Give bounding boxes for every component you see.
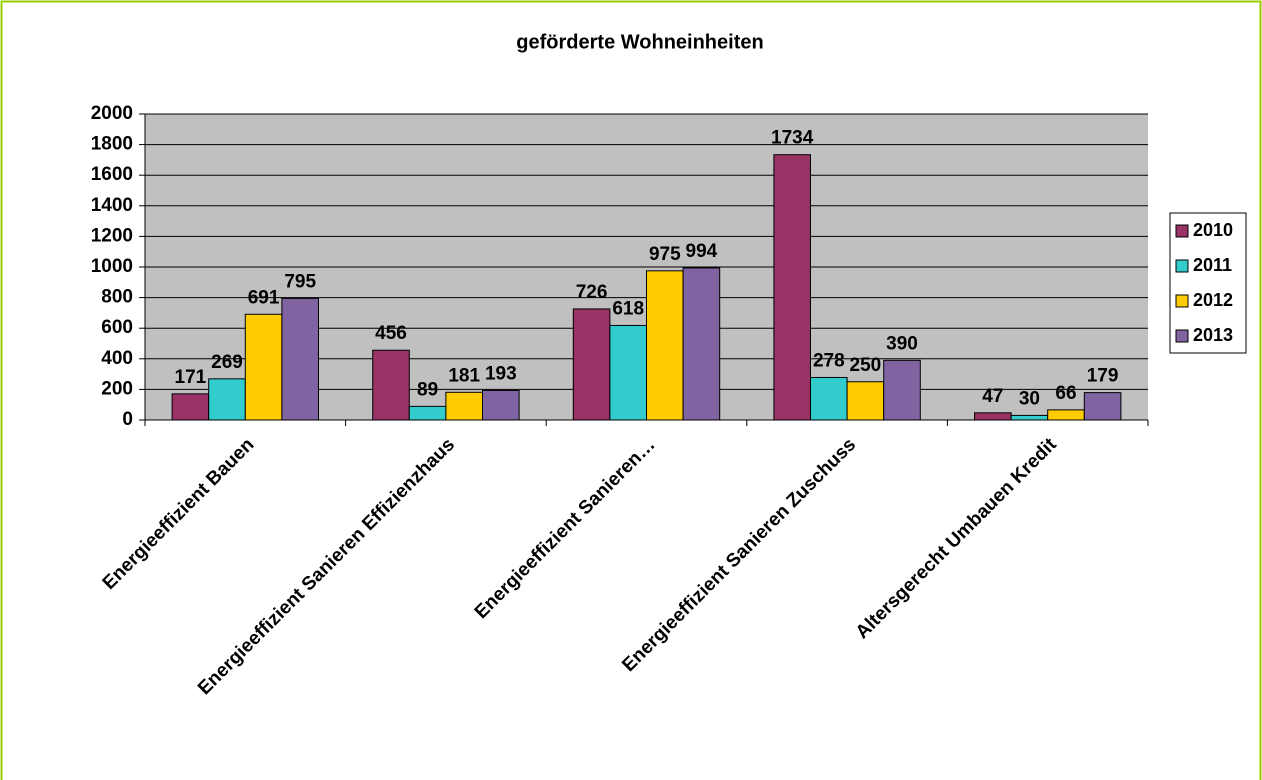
data-label: 193 (485, 363, 517, 384)
bar (372, 349, 410, 421)
data-label: 66 (1055, 383, 1076, 404)
y-tick-label: 1600 (91, 164, 133, 185)
data-label: 456 (375, 323, 407, 344)
bar (810, 376, 848, 421)
data-label: 47 (982, 386, 1003, 407)
bar (646, 270, 684, 421)
bar (281, 297, 319, 421)
legend-swatch (1175, 329, 1189, 343)
data-label: 269 (211, 352, 243, 373)
chart-title: geförderte Wohneinheiten (516, 31, 763, 53)
y-tick-label: 1800 (91, 134, 133, 155)
y-tick-label: 1400 (91, 195, 133, 216)
bar (445, 391, 483, 421)
bar (974, 412, 1012, 421)
data-label: 390 (886, 333, 918, 354)
bar (572, 308, 611, 421)
bar (1010, 414, 1049, 421)
data-label: 30 (1019, 388, 1040, 409)
y-tick-label: 200 (101, 378, 133, 399)
bar (482, 389, 520, 421)
bar (846, 381, 885, 421)
data-label: 278 (813, 350, 845, 371)
bar (883, 359, 921, 421)
y-tick-label: 1000 (91, 256, 133, 277)
legend-swatch (1175, 294, 1189, 308)
data-label: 795 (284, 271, 316, 292)
y-tick-label: 1200 (91, 225, 133, 246)
bar (171, 393, 210, 421)
bar (1047, 409, 1085, 421)
legend-swatch (1175, 259, 1189, 273)
data-label: 89 (417, 379, 438, 400)
y-tick-label: 400 (101, 348, 133, 369)
y-tick-label: 0 (122, 409, 133, 430)
data-label: 994 (686, 241, 718, 262)
data-label: 691 (248, 287, 280, 308)
bar (408, 405, 447, 421)
data-label: 975 (649, 244, 681, 265)
y-tick-label: 800 (101, 287, 133, 308)
y-tick-label: 600 (101, 317, 133, 338)
data-label: 179 (1087, 366, 1119, 387)
bar (1083, 392, 1122, 421)
data-label: 726 (576, 282, 608, 303)
data-label: 618 (612, 298, 644, 319)
legend-swatch (1175, 224, 1189, 238)
bar (773, 154, 812, 421)
data-label: 1734 (771, 128, 814, 149)
data-label: 171 (175, 367, 207, 388)
data-label: 181 (448, 365, 480, 386)
bar (609, 324, 648, 421)
bar (244, 313, 283, 421)
legend-label: 2013 (1193, 325, 1233, 345)
data-label: 250 (850, 355, 882, 376)
legend-label: 2011 (1193, 255, 1232, 275)
legend-label: 2010 (1193, 220, 1233, 240)
legend-label: 2012 (1193, 290, 1233, 310)
bar (682, 267, 721, 421)
y-tick-label: 2000 (91, 103, 133, 124)
bar (208, 378, 246, 421)
